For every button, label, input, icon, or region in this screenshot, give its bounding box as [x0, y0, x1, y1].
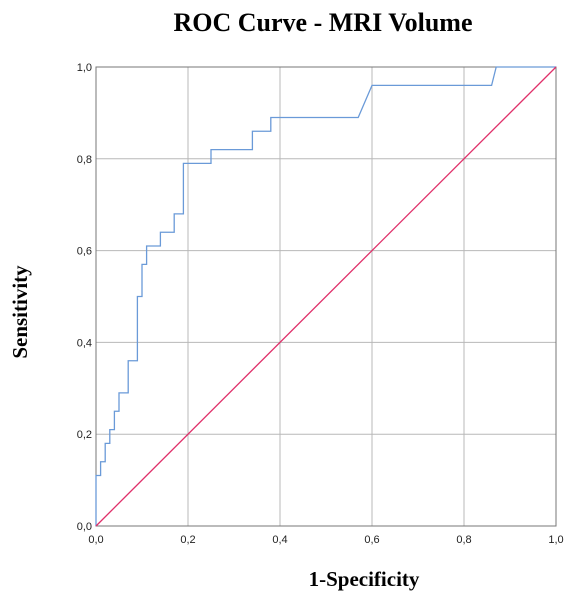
series-group	[95, 66, 557, 527]
reference-diagonal-line	[95, 66, 557, 527]
roc-curve-line	[95, 66, 556, 526]
y-tick-label: 0,6	[77, 246, 92, 258]
y-tick-labels: 0,0 0,2 0,4 0,6 0,8 1,0	[77, 62, 92, 533]
chart-title: ROC Curve - MRI Volume	[174, 8, 473, 37]
x-tick-labels: 0,0 0,2 0,4 0,6 0,8 1,0	[88, 534, 563, 546]
x-tick-label: 0,0	[88, 534, 103, 546]
x-tick-label: 1,0	[548, 534, 563, 546]
x-tick-label: 0,6	[364, 534, 379, 546]
x-tick-label: 0,2	[180, 534, 195, 546]
y-tick-label: 1,0	[77, 62, 92, 74]
y-tick-label: 0,8	[77, 154, 92, 166]
plot-frame	[95, 66, 557, 527]
x-axis-label: 1-Specificity	[309, 567, 420, 591]
y-tick-label: 0,0	[77, 521, 92, 533]
y-tick-label: 0,2	[77, 429, 92, 441]
y-axis-label: Sensitivity	[8, 265, 32, 359]
x-tick-label: 0,4	[272, 534, 287, 546]
x-tick-label: 0,8	[456, 534, 471, 546]
y-tick-label: 0,4	[77, 337, 92, 349]
